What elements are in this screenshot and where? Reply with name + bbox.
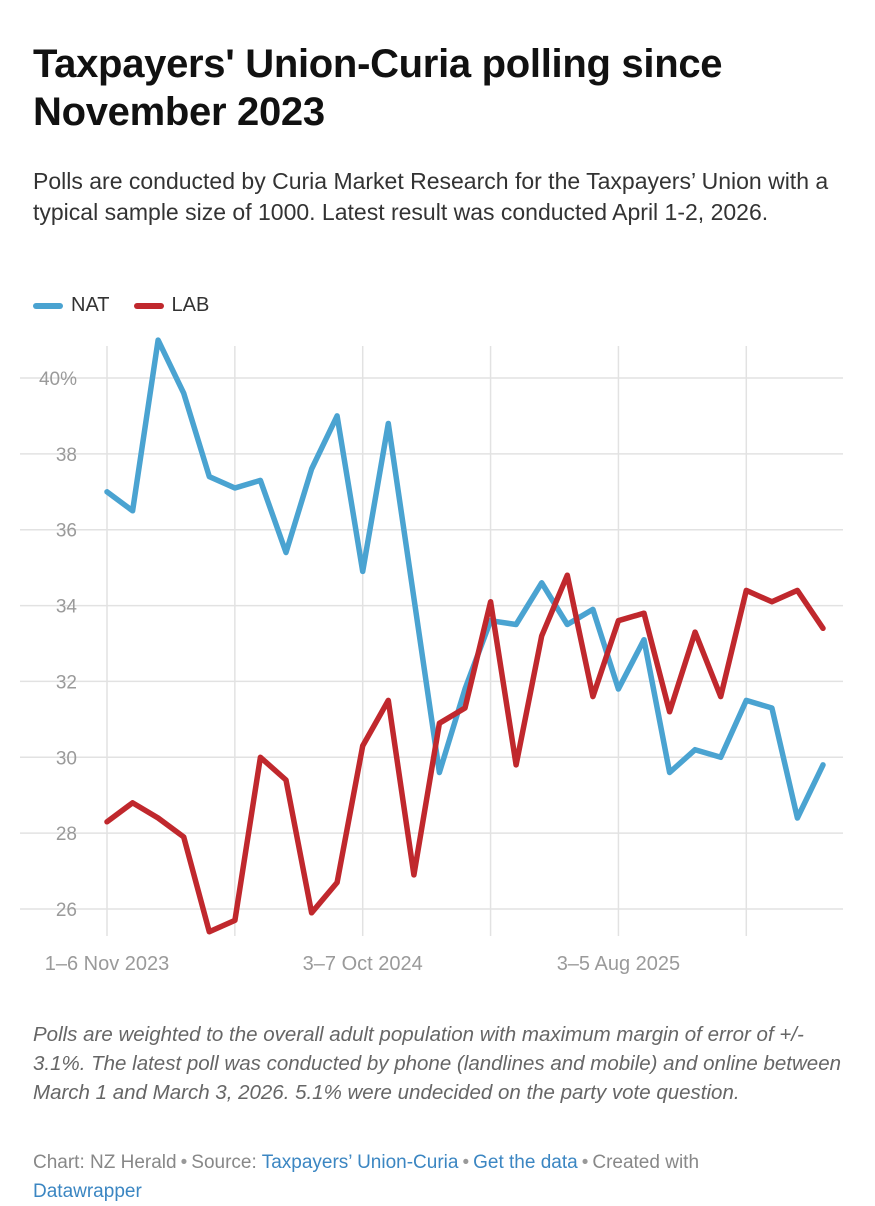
line-chart: 26 28 30 32 34 36 38 40% 1–6 Nov 2023 3–7 Oct 20… — [20, 337, 843, 975]
legend-swatch-lab — [133, 302, 164, 309]
x-tick-label: 1–6 Nov 2023 — [45, 953, 170, 975]
legend-item-lab: LAB — [133, 294, 210, 317]
legend: NAT LAB — [33, 294, 233, 317]
x-gridlines — [106, 346, 748, 936]
y-tick-label: 36 — [56, 521, 77, 542]
chart-subtitle: Polls are conducted by Curia Market Rese… — [33, 168, 829, 225]
y-tick-label: 40% — [39, 369, 77, 390]
y-tick-label: 34 — [56, 597, 78, 618]
footer-source-link[interactable]: Taxpayers’ Union-Curia — [261, 1152, 459, 1173]
x-tick-labels: 1–6 Nov 2023 3–7 Oct 2024 3–5 Aug 2025 — [45, 953, 680, 975]
y-tick-labels: 26 28 30 32 34 36 38 40% — [39, 369, 77, 921]
legend-swatch-nat — [33, 302, 63, 309]
footer-separator: • — [462, 1152, 470, 1173]
y-tick-label: 28 — [56, 824, 77, 845]
legend-label-nat: NAT — [71, 294, 110, 316]
footer-source-prefix: Source: — [191, 1152, 257, 1173]
chart-title: Taxpayers' Union-Curia polling since Nov… — [33, 42, 723, 134]
y-tick-label: 30 — [56, 748, 77, 769]
y-tick-label: 32 — [56, 672, 77, 693]
footer-get-data-link[interactable]: Get the data — [473, 1152, 578, 1173]
y-gridlines — [20, 377, 843, 910]
footer-chart-credit: Chart: NZ Herald — [33, 1152, 177, 1173]
series-line-lab — [104, 572, 826, 935]
chart-footer: Chart: NZ Herald • Source: Taxpayers’ Unio… — [33, 1148, 848, 1206]
series-lines — [104, 337, 826, 935]
legend-item-nat: NAT — [33, 294, 110, 317]
footer-created-with: Created with — [592, 1152, 700, 1173]
series-line-nat — [104, 337, 826, 821]
x-tick-label: 3–7 Oct 2024 — [303, 953, 423, 975]
x-tick-label: 3–5 Aug 2025 — [557, 953, 680, 975]
footer-datawrapper-link[interactable]: Datawrapper — [33, 1181, 142, 1202]
footer-separator: • — [581, 1152, 589, 1173]
footer-separator: • — [180, 1152, 188, 1173]
legend-label-lab: LAB — [171, 294, 210, 316]
chart-notes: Polls are weighted to the overall adult … — [33, 1023, 841, 1104]
y-tick-label: 38 — [56, 445, 77, 466]
y-tick-label: 26 — [56, 900, 77, 921]
